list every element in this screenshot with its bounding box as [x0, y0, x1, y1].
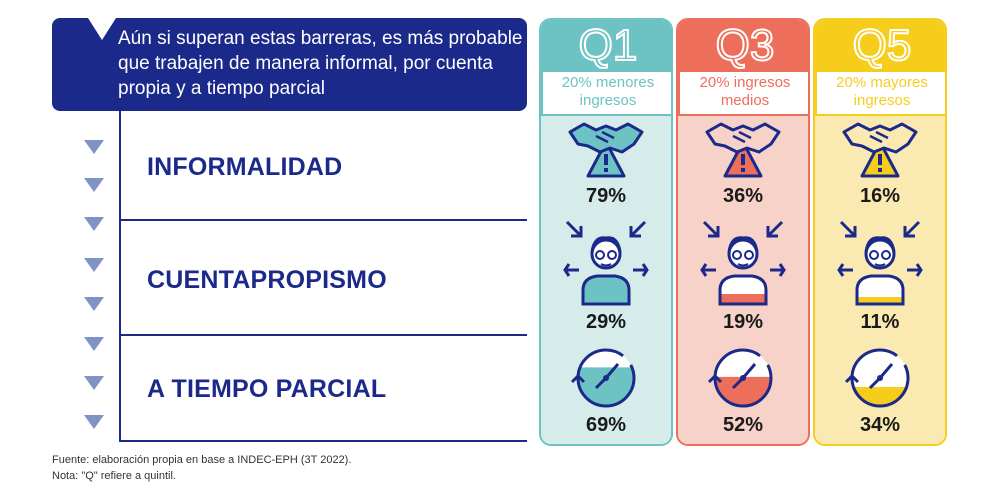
- quintile-note: Nota: "Q" refiere a quintil.: [52, 470, 176, 482]
- quintile-label: Q5: [852, 20, 913, 71]
- down-arrow-icon: [84, 376, 104, 390]
- column-q1: Q1 20% menores ingresos: [539, 18, 673, 446]
- subtitle-band: [541, 70, 671, 116]
- quintile-subtitle: 20% mayores ingresos: [836, 74, 928, 109]
- self-employed-person-icon: [563, 220, 649, 306]
- down-arrow-icon: [84, 217, 104, 231]
- row-label-cuentapropismo: CUENTAPROPISMO: [147, 266, 387, 294]
- value-q5-informalidad: 16%: [859, 185, 901, 207]
- quintile-label: Q1: [578, 20, 639, 71]
- part-time-clock-icon: [707, 348, 773, 408]
- column-header: [678, 20, 808, 70]
- subtitle-band: [678, 70, 808, 116]
- column-q3: Q3 20% ingresos medios: [676, 18, 810, 446]
- down-arrow-icon: [84, 415, 104, 429]
- quintile-subtitle: 20% menores ingresos: [561, 74, 655, 109]
- column-header: [815, 20, 945, 70]
- value-q5-tiempo-parcial: 34%: [859, 414, 901, 436]
- part-time-clock-icon: [844, 348, 910, 408]
- quintile-label: Q3: [715, 20, 776, 71]
- value-q1-informalidad: 79%: [585, 185, 627, 207]
- handshake-warning-icon: [568, 122, 644, 178]
- value-q3-tiempo-parcial: 52%: [722, 414, 764, 436]
- self-employed-person-icon: [837, 220, 923, 306]
- part-time-clock-icon: [570, 348, 636, 408]
- down-arrow-icon: [84, 178, 104, 192]
- value-q5-cuentapropismo: 11%: [860, 311, 900, 333]
- quintile-subtitle: 20% ingresos medios: [699, 74, 791, 109]
- row-label-tiempo-parcial: A TIEMPO PARCIAL: [147, 375, 387, 403]
- source-note: Fuente: elaboración propia en base a IND…: [52, 454, 352, 466]
- value-q3-informalidad: 36%: [722, 185, 764, 207]
- column-header: [541, 20, 671, 70]
- vertical-divider: [119, 111, 121, 441]
- row-label-informalidad: INFORMALIDAD: [147, 153, 343, 181]
- down-arrow-icon: [84, 140, 104, 154]
- value-q1-tiempo-parcial: 69%: [585, 414, 627, 436]
- row-divider-1: [119, 219, 527, 221]
- self-employed-person-icon: [700, 220, 786, 306]
- header-notch: [88, 18, 116, 40]
- down-arrow-icon: [84, 297, 104, 311]
- value-q3-cuentapropismo: 19%: [722, 311, 764, 333]
- row-divider-2: [119, 334, 527, 336]
- down-arrow-icon: [84, 337, 104, 351]
- header-banner: Aún si superan estas barreras, es más pr…: [52, 18, 527, 111]
- value-q1-cuentapropismo: 29%: [585, 311, 627, 333]
- handshake-warning-icon: [705, 122, 781, 178]
- down-arrow-icon: [84, 258, 104, 272]
- handshake-warning-icon: [842, 122, 918, 178]
- subtitle-band: [815, 70, 945, 116]
- header-text: Aún si superan estas barreras, es más pr…: [118, 28, 523, 99]
- row-divider-3: [119, 440, 527, 442]
